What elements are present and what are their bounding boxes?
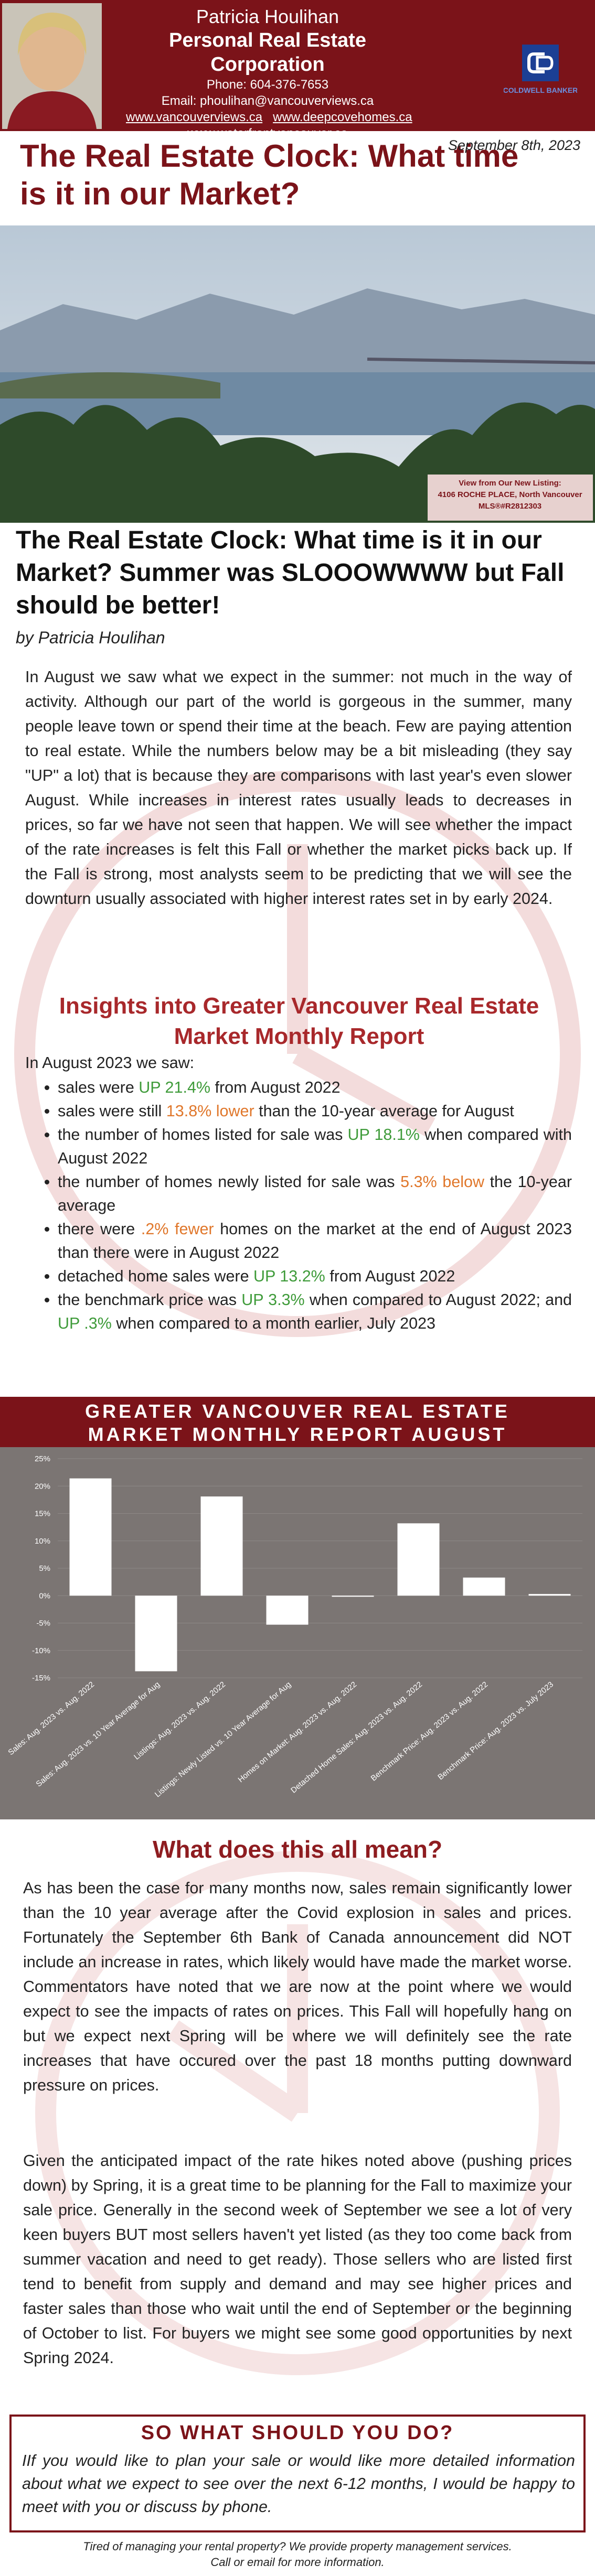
y-tick-label: -15% <box>32 1674 50 1683</box>
y-tick-label: 5% <box>39 1564 50 1573</box>
highlight: UP 3.3% <box>241 1291 305 1309</box>
text: there were <box>58 1220 141 1238</box>
byline: by Patricia Houlihan <box>16 628 165 647</box>
highlight: UP 18.1% <box>347 1126 420 1144</box>
photo: View from Our New Listing: 4106 ROCHE PL… <box>0 225 595 523</box>
link[interactable]: www.deepcovehomes.ca <box>273 110 412 124</box>
links: www.vancouverviews.ca www.deepcovehomes.c… <box>121 109 415 125</box>
cta-heading: SO WHAT SHOULD YOU DO? <box>141 2422 454 2444</box>
clock-watermark <box>14 771 581 1337</box>
text: when compared to August 2022; and <box>304 1291 572 1309</box>
text: sales were still <box>58 1102 166 1120</box>
y-tick-label: 20% <box>35 1482 50 1491</box>
bullet: detached home sales were UP 13.2% from A… <box>58 1265 572 1288</box>
text: the number of homes newly listed for sal… <box>58 1173 401 1191</box>
y-tick-label: 0% <box>39 1591 50 1600</box>
text: the number of homes listed for sale was <box>58 1126 348 1144</box>
text: detached home sales were <box>58 1267 253 1285</box>
chart-title: GREATER VANCOUVER REAL ESTATE MARKET MON… <box>0 1397 595 1468</box>
highlight: 13.8% lower <box>166 1102 254 1120</box>
bullet: there were .2% fewer homes on the market… <box>58 1217 572 1265</box>
bar <box>528 1594 571 1596</box>
x-tick-label: Benchmark Price: Aug. 2023 vs. Aug. 2022 <box>369 1680 490 1783</box>
link[interactable]: www.waterfrontvancouver.ca <box>187 126 348 141</box>
link[interactable]: www.vancouverviews.ca <box>126 110 263 124</box>
bullet: sales were UP 21.4% from August 2022 <box>58 1076 572 1100</box>
y-tick-label: 10% <box>35 1537 50 1546</box>
x-tick-label: Homes on Market: Aug. 2023 vs. Aug. 2022 <box>236 1680 358 1784</box>
agent-name: Patricia Houlihan <box>196 6 339 27</box>
bullet-list: sales were UP 21.4% from August 2022sale… <box>37 1076 572 1335</box>
footer-line: Call or email for more information. <box>210 2556 385 2569</box>
caption: MLS®#R2812303 <box>479 502 541 511</box>
bar <box>397 1523 440 1596</box>
header: Patricia Houlihan Personal Real Estate C… <box>0 0 595 141</box>
bullet: the benchmark price was UP 3.3% when com… <box>58 1288 572 1335</box>
cta-text: IIf you would like to plan your sale or … <box>22 2452 575 2516</box>
highlight: UP 21.4% <box>139 1079 211 1096</box>
paragraph: Given the anticipated impact of the rate… <box>23 2152 572 2367</box>
bar <box>69 1478 112 1596</box>
bullet: sales were still 13.8% lower than the 10… <box>58 1100 572 1123</box>
bar <box>332 1596 374 1597</box>
call-to-action: SO WHAT SHOULD YOU DO? IIf you would lik… <box>9 2415 586 2532</box>
links: www.waterfrontvancouver.ca <box>121 125 415 142</box>
paragraph: As has been the case for many months now… <box>23 1879 572 2094</box>
y-tick-label: -10% <box>32 1646 50 1655</box>
logo: COLDWELL BANKER <box>504 45 577 94</box>
bar <box>266 1596 309 1625</box>
footer: Tired of managing your rental property? … <box>0 2539 595 2570</box>
paragraph: In August we saw what we expect in the s… <box>25 668 572 908</box>
text: when compared with August 2022 <box>58 1126 572 1167</box>
bar <box>463 1577 505 1596</box>
text: from August 2022 <box>210 1079 341 1096</box>
title: The Real Estate Clock: What time is it i… <box>20 138 519 211</box>
chart: 25% 20% 15% 10% 5% 0% -5% -10% -15%Sales: Aug. 2… <box>0 1447 595 1819</box>
bar <box>135 1596 177 1672</box>
section-heading: What does this all mean? <box>152 1836 443 1863</box>
x-tick-label: Detached Home Sales: Aug. 2023 vs. Aug. … <box>289 1680 424 1795</box>
logo-text: COLDWELL BANKER <box>504 86 577 94</box>
bar <box>200 1496 243 1596</box>
headline: The Real Estate Clock: What time is it i… <box>16 526 565 619</box>
text: than the 10-year average for August <box>254 1102 514 1120</box>
text: when compared to a month earlier, July 2… <box>111 1314 435 1332</box>
x-tick-label: Sales: Aug. 2023 vs. 10 Year Average for… <box>34 1680 162 1788</box>
footer-line: Tired of managing your rental property? … <box>83 2540 512 2553</box>
highlight: UP 13.2% <box>253 1267 325 1285</box>
section-heading: Insights into Greater Vancouver Real Est… <box>59 993 539 1049</box>
highlight: 5.3% below <box>400 1173 484 1191</box>
text: from August 2022 <box>325 1267 455 1285</box>
text: sales were <box>58 1079 139 1096</box>
highlight: UP .3% <box>58 1314 112 1332</box>
caption: View from Our New Listing: <box>459 479 561 488</box>
highlight: .2% fewer <box>141 1220 214 1238</box>
text: the benchmark price was <box>58 1291 242 1309</box>
x-tick-label: Listings: Newly Listed vs. 10 Year Avera… <box>153 1680 293 1799</box>
caption: 4106 ROCHE PLACE, North Vancouver <box>438 490 582 499</box>
y-tick-label: -5% <box>36 1619 50 1628</box>
bullet: the number of homes newly listed for sal… <box>58 1170 572 1217</box>
y-tick-label: 15% <box>35 1510 50 1518</box>
company: Personal Real Estate Corporation <box>169 29 366 76</box>
agent-photo <box>2 3 102 129</box>
y-tick-label: 25% <box>35 1454 50 1463</box>
text: the 10-year average <box>58 1173 572 1214</box>
text: homes on the market at the end of August… <box>58 1220 572 1262</box>
lead: In August 2023 we saw: <box>25 1054 195 1072</box>
clock-watermark <box>35 1851 560 2375</box>
bullet: the number of homes listed for sale was … <box>58 1123 572 1170</box>
date: September 8th, 2023 <box>448 137 580 153</box>
phone: Phone: 604-376-7653 <box>206 78 329 92</box>
email: Email: phoulihan@vancouverviews.ca <box>161 94 374 108</box>
contact: Patricia Houlihan Personal Real Estate C… <box>121 5 415 142</box>
x-tick-label: Benchmark Price: Aug. 2023 vs. July 2023 <box>436 1680 555 1782</box>
